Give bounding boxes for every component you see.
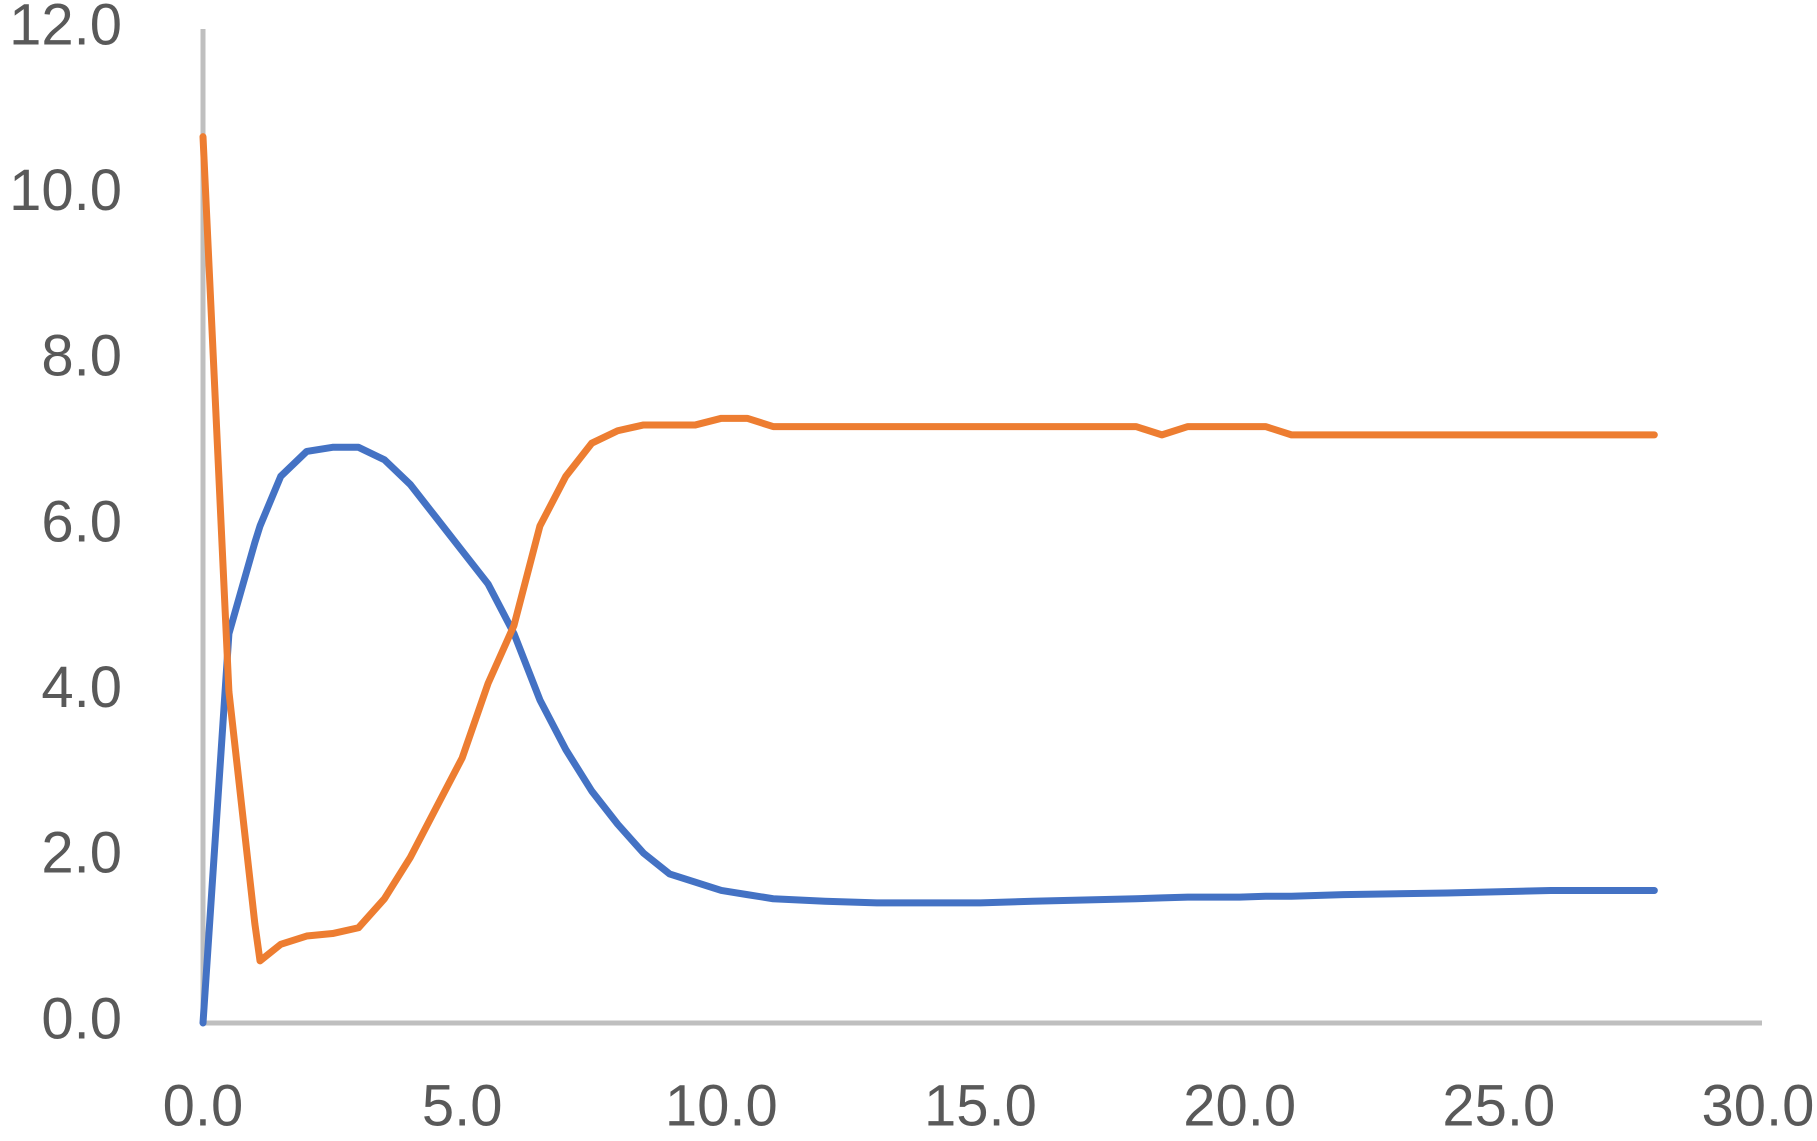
x-tick-label: 15.0 xyxy=(924,1073,1037,1138)
line-series xyxy=(199,443,1658,1027)
y-tick-label: 12.0 xyxy=(9,0,122,57)
x-tick-label: 30.0 xyxy=(1702,1073,1815,1138)
y-tick-label: 10.0 xyxy=(9,158,122,223)
y-tick-label: 8.0 xyxy=(41,324,122,389)
y-tick-label: 6.0 xyxy=(41,489,122,554)
x-tick-label: 20.0 xyxy=(1183,1073,1296,1138)
y-tick-label: 2.0 xyxy=(41,821,122,886)
x-tick-label: 25.0 xyxy=(1442,1073,1555,1138)
y-tick-label: 4.0 xyxy=(41,655,122,720)
y-tick-label: 0.0 xyxy=(41,986,122,1051)
x-tick-label: 5.0 xyxy=(422,1073,503,1138)
line-series xyxy=(199,133,1658,965)
x-tick-label: 0.0 xyxy=(163,1073,244,1138)
x-tick-label: 10.0 xyxy=(665,1073,778,1138)
